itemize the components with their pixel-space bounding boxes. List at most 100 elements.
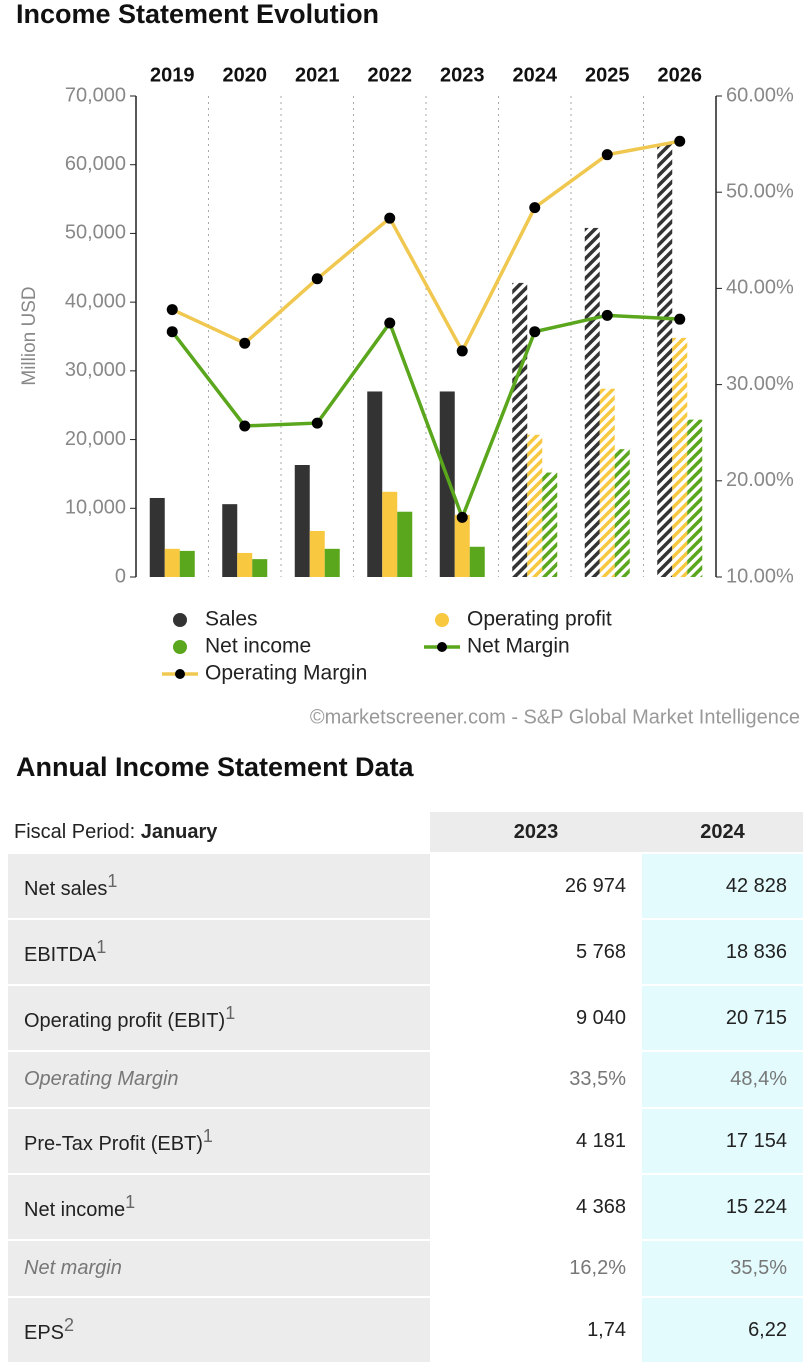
line-marker bbox=[166, 304, 178, 316]
period-label: Fiscal Period: bbox=[14, 820, 136, 843]
row: Net margin 16,2% 35,5% bbox=[8, 1240, 803, 1298]
line-marker bbox=[529, 326, 541, 338]
row-label: EPS2 bbox=[8, 1297, 430, 1364]
y2-tick-label: 10.00% bbox=[726, 565, 794, 587]
cell: 6,22 bbox=[642, 1297, 803, 1364]
bar bbox=[614, 449, 630, 577]
row: EBITDA1 5 768 18 836 bbox=[8, 919, 803, 986]
legend-label: Operating profit bbox=[467, 608, 612, 631]
source: ©marketscreener.com - S&P Global Market … bbox=[310, 706, 800, 728]
legend-marker bbox=[173, 613, 187, 627]
header-cell: Fiscal Period: January bbox=[8, 812, 430, 854]
y-tick-label: 10,000 bbox=[65, 497, 126, 519]
header-row: Fiscal Period: January 2023 2024 bbox=[8, 812, 803, 854]
row-label: Net sales1 bbox=[8, 853, 430, 920]
bar bbox=[382, 491, 398, 577]
cell: 17 154 bbox=[642, 1108, 803, 1175]
line-marker bbox=[239, 337, 251, 349]
bar bbox=[469, 546, 485, 577]
cell: 42 828 bbox=[642, 853, 803, 920]
table-title: Annual Income Statement Data bbox=[16, 752, 414, 782]
bar bbox=[309, 530, 325, 577]
label: Operating profit (EBIT) bbox=[24, 1010, 226, 1032]
footnote: 2 bbox=[64, 1315, 75, 1335]
bar bbox=[584, 227, 600, 577]
row-label: Net income1 bbox=[8, 1174, 430, 1241]
bar bbox=[294, 464, 310, 577]
bar bbox=[672, 337, 688, 577]
bar bbox=[179, 550, 195, 577]
line-marker bbox=[384, 317, 396, 329]
legend-label: Net income bbox=[205, 635, 311, 658]
bar bbox=[527, 434, 543, 577]
line-marker bbox=[239, 420, 251, 432]
legend-marker bbox=[437, 642, 447, 652]
footnote: 1 bbox=[125, 1192, 136, 1212]
chart: Income Statement Evolution Million USD ©… bbox=[16, 0, 800, 728]
y-tick-label: 70,000 bbox=[65, 84, 126, 106]
line-marker bbox=[529, 202, 541, 214]
y2-tick-label: 40.00% bbox=[726, 277, 794, 299]
column-header: 2023 bbox=[430, 812, 642, 854]
bar bbox=[367, 391, 383, 577]
x-tick-label: 2023 bbox=[440, 64, 485, 86]
line-marker bbox=[674, 135, 686, 147]
bar bbox=[149, 497, 165, 577]
y-tick-label: 60,000 bbox=[65, 153, 126, 175]
label: Pre-Tax Profit (EBT) bbox=[24, 1133, 203, 1155]
label: Net income bbox=[24, 1199, 126, 1221]
row: Net income1 4 368 15 224 bbox=[8, 1174, 803, 1241]
x-tick-label: 2025 bbox=[585, 64, 630, 86]
footnote: 1 bbox=[202, 1126, 213, 1146]
bar bbox=[252, 559, 268, 577]
label: Net margin bbox=[24, 1257, 122, 1279]
x-tick-label: 2024 bbox=[513, 64, 558, 86]
row-label: Net margin bbox=[8, 1240, 430, 1298]
y-tick-label: 50,000 bbox=[65, 222, 126, 244]
footnote: 1 bbox=[96, 937, 107, 957]
bar bbox=[222, 504, 238, 577]
bar bbox=[454, 514, 470, 577]
legend-marker bbox=[173, 640, 187, 654]
cell: 18 836 bbox=[642, 919, 803, 986]
x-tick-label: 2021 bbox=[295, 64, 340, 86]
cell: 35,5% bbox=[642, 1240, 803, 1298]
line-marker bbox=[456, 511, 468, 523]
cell: 5 768 bbox=[430, 919, 642, 986]
legend-label: Sales bbox=[205, 608, 258, 631]
legend-marker bbox=[435, 613, 449, 627]
cell: 1,74 bbox=[430, 1297, 642, 1364]
chart-title: Income Statement Evolution bbox=[16, 0, 379, 29]
label: EBITDA bbox=[24, 944, 97, 966]
y2-tick-label: 60.00% bbox=[726, 84, 794, 106]
cell: 9 040 bbox=[430, 985, 642, 1052]
legend-label: Operating Margin bbox=[205, 662, 367, 685]
bar bbox=[439, 391, 455, 577]
table: Fiscal Period: January 2023 2024 Net sales1… bbox=[8, 812, 803, 1364]
cell: 33,5% bbox=[430, 1051, 642, 1109]
bar bbox=[324, 548, 340, 577]
x-tick-label: 2022 bbox=[368, 64, 413, 86]
bar bbox=[164, 548, 180, 577]
y-tick-label: 40,000 bbox=[65, 290, 126, 312]
line-marker bbox=[166, 326, 178, 338]
bar bbox=[657, 144, 673, 577]
cell: 48,4% bbox=[642, 1051, 803, 1109]
row: Net sales1 26 974 42 828 bbox=[8, 853, 803, 920]
line-marker bbox=[601, 309, 613, 321]
cell: 20 715 bbox=[642, 985, 803, 1052]
footnote: 1 bbox=[107, 871, 118, 891]
line bbox=[171, 139, 681, 355]
line-marker bbox=[456, 345, 468, 357]
column-header: 2024 bbox=[642, 812, 803, 854]
cell: 15 224 bbox=[642, 1174, 803, 1241]
x-tick-label: 2019 bbox=[150, 64, 195, 86]
label: Operating Margin bbox=[24, 1068, 179, 1090]
x-tick-label: 2026 bbox=[658, 64, 703, 86]
y-tick-label: 0 bbox=[115, 565, 126, 587]
y-axis-label: Million USD bbox=[19, 286, 40, 385]
label: EPS bbox=[24, 1322, 65, 1344]
y-tick-label: 30,000 bbox=[65, 359, 126, 381]
line-marker bbox=[311, 417, 323, 429]
label: Net sales bbox=[24, 878, 108, 900]
